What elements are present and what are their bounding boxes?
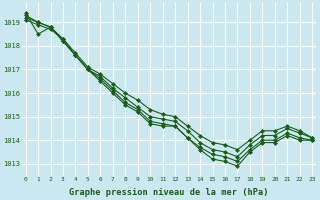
X-axis label: Graphe pression niveau de la mer (hPa): Graphe pression niveau de la mer (hPa) bbox=[69, 188, 269, 197]
